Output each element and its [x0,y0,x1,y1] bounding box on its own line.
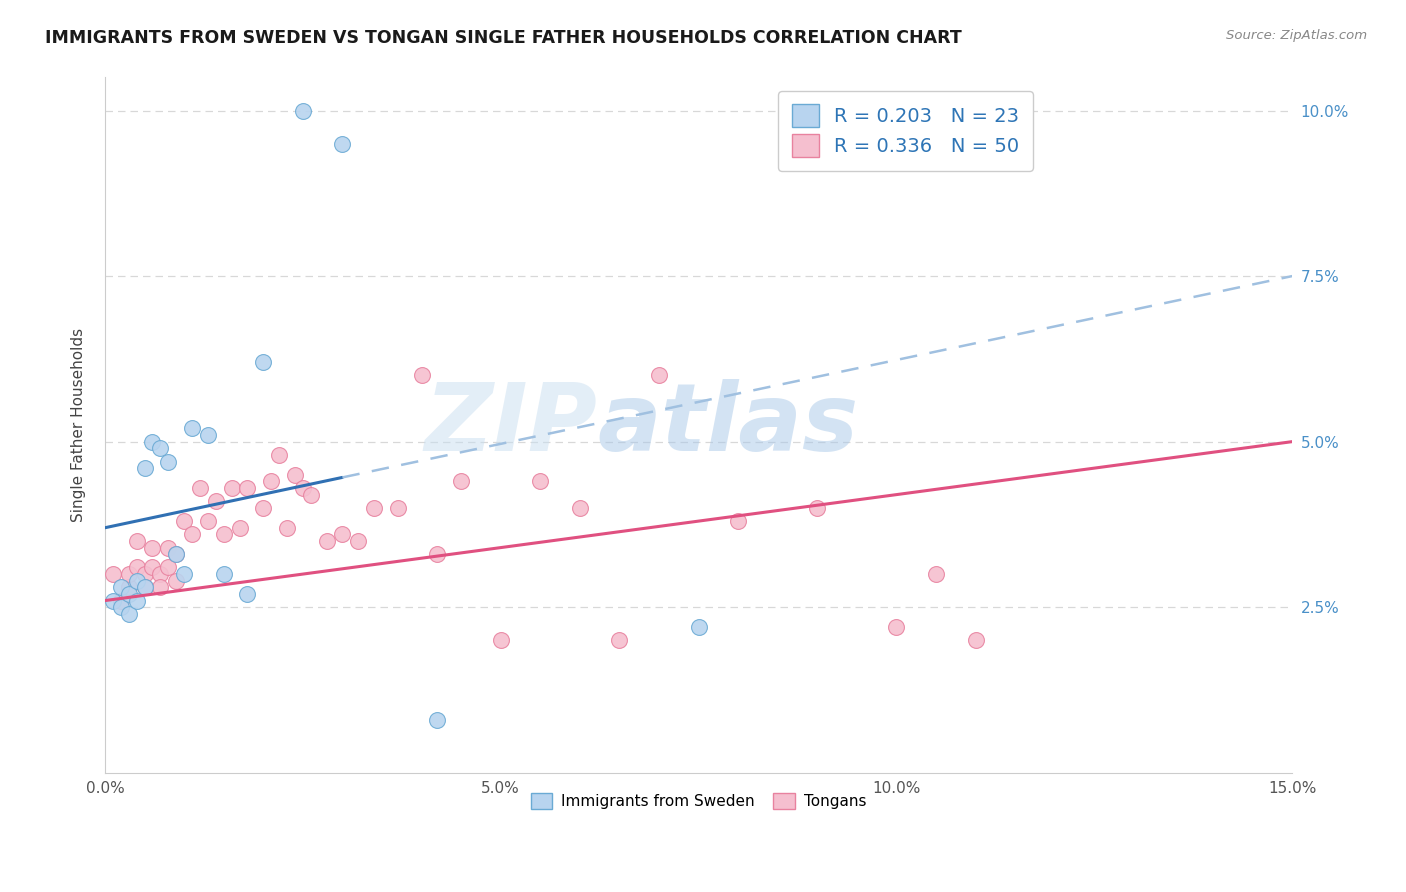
Point [648,368,671,383]
Point [450,475,472,489]
Point [236,587,259,601]
Point [568,500,591,515]
Point [101,593,124,607]
Point [727,514,749,528]
Point [204,494,226,508]
Point [149,580,172,594]
Text: ZIP: ZIP [425,379,598,471]
Text: Source: ZipAtlas.com: Source: ZipAtlas.com [1226,29,1367,42]
Point [188,481,211,495]
Y-axis label: Single Father Households: Single Father Households [72,328,86,522]
Point [173,514,195,528]
Point [173,567,195,582]
Point [252,500,274,515]
Point [315,533,337,548]
Point [688,620,710,634]
Point [125,574,148,588]
Point [489,633,512,648]
Text: IMMIGRANTS FROM SWEDEN VS TONGAN SINGLE FATHER HOUSEHOLDS CORRELATION CHART: IMMIGRANTS FROM SWEDEN VS TONGAN SINGLE … [45,29,962,46]
Point [609,633,631,648]
Point [212,527,235,541]
Point [529,475,551,489]
Point [141,560,163,574]
Point [228,521,250,535]
Point [118,567,141,582]
Point [165,547,187,561]
Legend: Immigrants from Sweden, Tongans: Immigrants from Sweden, Tongans [524,787,873,815]
Point [347,533,370,548]
Point [125,593,148,607]
Text: atlas: atlas [598,379,859,471]
Point [165,547,187,561]
Point [284,467,307,482]
Point [181,527,204,541]
Point [276,521,298,535]
Point [411,368,433,383]
Point [260,475,283,489]
Point [141,541,163,555]
Point [332,136,354,151]
Point [125,560,148,574]
Point [387,500,409,515]
Point [925,567,948,582]
Point [149,442,172,456]
Point [181,421,204,435]
Point [157,541,180,555]
Point [806,500,828,515]
Point [291,103,314,118]
Point [426,713,449,727]
Point [363,500,385,515]
Point [118,607,141,621]
Point [110,593,132,607]
Point [221,481,243,495]
Point [965,633,987,648]
Point [134,567,156,582]
Point [197,514,219,528]
Point [118,587,141,601]
Point [886,620,908,634]
Point [212,567,235,582]
Point [101,567,124,582]
Point [197,428,219,442]
Point [149,567,172,582]
Point [134,580,156,594]
Point [134,580,156,594]
Point [426,547,449,561]
Point [125,533,148,548]
Point [134,461,156,475]
Point [252,355,274,369]
Point [157,560,180,574]
Point [141,434,163,449]
Point [118,580,141,594]
Point [291,481,314,495]
Point [236,481,259,495]
Point [299,488,322,502]
Point [269,448,291,462]
Point [110,580,132,594]
Point [165,574,187,588]
Point [110,600,132,615]
Point [157,454,180,468]
Point [332,527,354,541]
